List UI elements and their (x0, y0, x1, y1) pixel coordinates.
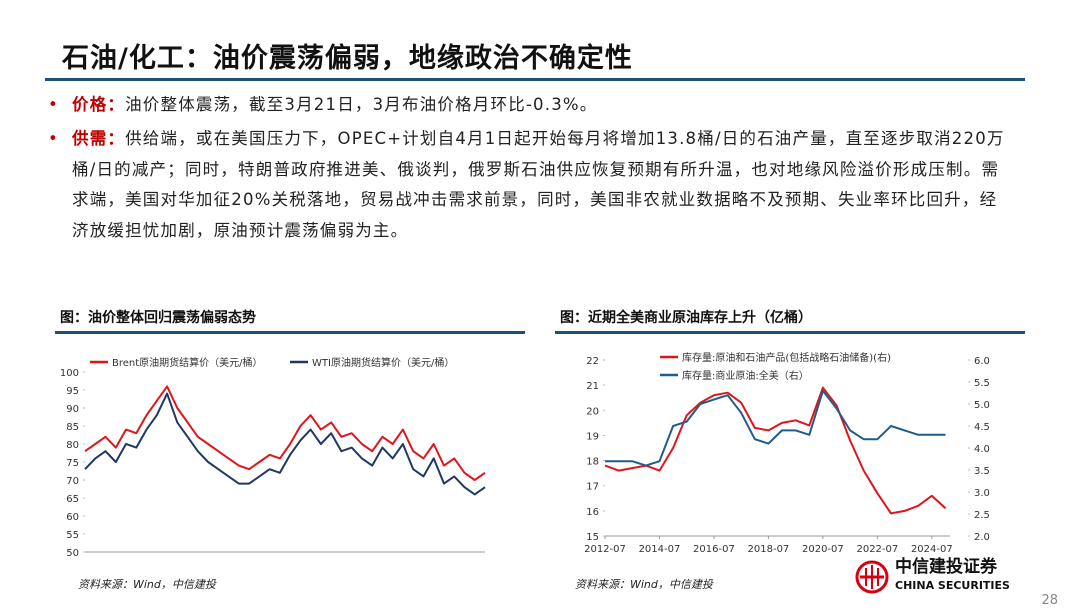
source: 资料来源：Wind，中信建投 (78, 578, 216, 591)
chart-rule (55, 331, 525, 334)
y2-tick-label: 4.5 (974, 422, 990, 433)
logo-name: 中信建投证券 (895, 556, 998, 577)
y-tick-label: 50 (66, 548, 79, 559)
logo-icon (855, 560, 889, 594)
legend-label: Brent原油期货结算价（美元/桶） (112, 356, 263, 369)
y2-tick-label: 2.0 (974, 532, 990, 543)
y-tick-label: 55 (66, 530, 79, 541)
legend-label: WTI原油期货结算价（美元/桶） (312, 356, 454, 369)
chart-title: 图：近期全美商业原油库存上升（亿桶） (560, 309, 812, 326)
y2-tick-label: 5.5 (974, 378, 990, 389)
y-tick-label: 15 (586, 532, 599, 543)
x-tick-label: 2016-07 (693, 544, 735, 555)
y-tick-label: 20 (586, 406, 599, 417)
x-tick-label: 2022-07 (856, 544, 898, 555)
y-tick-label: 80 (66, 440, 79, 451)
y2-tick-label: 3.0 (974, 488, 990, 499)
x-tick-label: 2024-07 (911, 544, 953, 555)
y-tick-label: 19 (586, 431, 599, 442)
bullet-label: 价格： (72, 95, 126, 114)
y2-tick-label: 3.5 (974, 466, 990, 477)
y-tick-label: 75 (66, 458, 79, 469)
y-tick-label: 60 (66, 512, 79, 523)
series-line (604, 386, 947, 515)
y2-tick-label: 2.5 (974, 510, 990, 521)
bullet: • 价格：油价整体震荡，截至3月21日，3月布油价格月环比-0.3%。 (48, 95, 598, 114)
y2-tick-label: 4.0 (974, 444, 990, 455)
y-tick-label: 95 (66, 386, 79, 397)
x-tick-label: 2014-07 (639, 544, 681, 555)
y-tick-label: 16 (586, 507, 599, 518)
y-tick-label: 70 (66, 476, 79, 487)
y-tick-label: 22 (586, 356, 599, 367)
logo-english: CHINA SECURITIES (895, 579, 1010, 592)
y2-tick-label: 5.0 (974, 400, 990, 411)
y-tick-label: 21 (586, 381, 599, 392)
legend-label: 库存量:商业原油:全美（右） (682, 369, 809, 382)
x-tick-label: 2020-07 (802, 544, 844, 555)
y-tick-label: 17 (586, 482, 599, 493)
y-tick-label: 18 (586, 457, 599, 468)
y-tick-label: 65 (66, 494, 79, 505)
series-line (605, 389, 946, 467)
legend-label: 库存量:原油和石油产品(包括战略石油储备)(右) (682, 351, 891, 364)
y-tick-label: 85 (66, 422, 79, 433)
title-rule (45, 78, 1025, 81)
chart-title: 图：油价整体回归震荡偏弱态势 (60, 309, 256, 326)
bullet: • 供需：供给端，或在美国压力下，OPEC+计划自4月1日起开始每月将增加13.8… (48, 129, 1005, 240)
slide-title: 石油/化工：油价震荡偏弱，地缘政治不确定性 (62, 43, 633, 74)
y-tick-label: 100 (60, 368, 79, 379)
series-line (84, 392, 486, 496)
series-line (84, 385, 486, 481)
y2-tick-label: 6.0 (974, 356, 990, 367)
x-tick-label: 2018-07 (748, 544, 790, 555)
bullet-label: 供需： (72, 129, 126, 148)
bullet-text: 供给端，或在美国压力下，OPEC+计划自4月1日起开始每月将增加13.8桶/日的… (72, 129, 1005, 240)
chart-rule (555, 331, 1025, 334)
page-number: 28 (1041, 593, 1058, 608)
x-tick-label: 2012-07 (584, 544, 626, 555)
y-tick-label: 90 (66, 404, 79, 415)
source: 资料来源：Wind，中信建投 (575, 578, 713, 591)
bullet-text: 油价整体震荡，截至3月21日，3月布油价格月环比-0.3%。 (125, 95, 598, 114)
